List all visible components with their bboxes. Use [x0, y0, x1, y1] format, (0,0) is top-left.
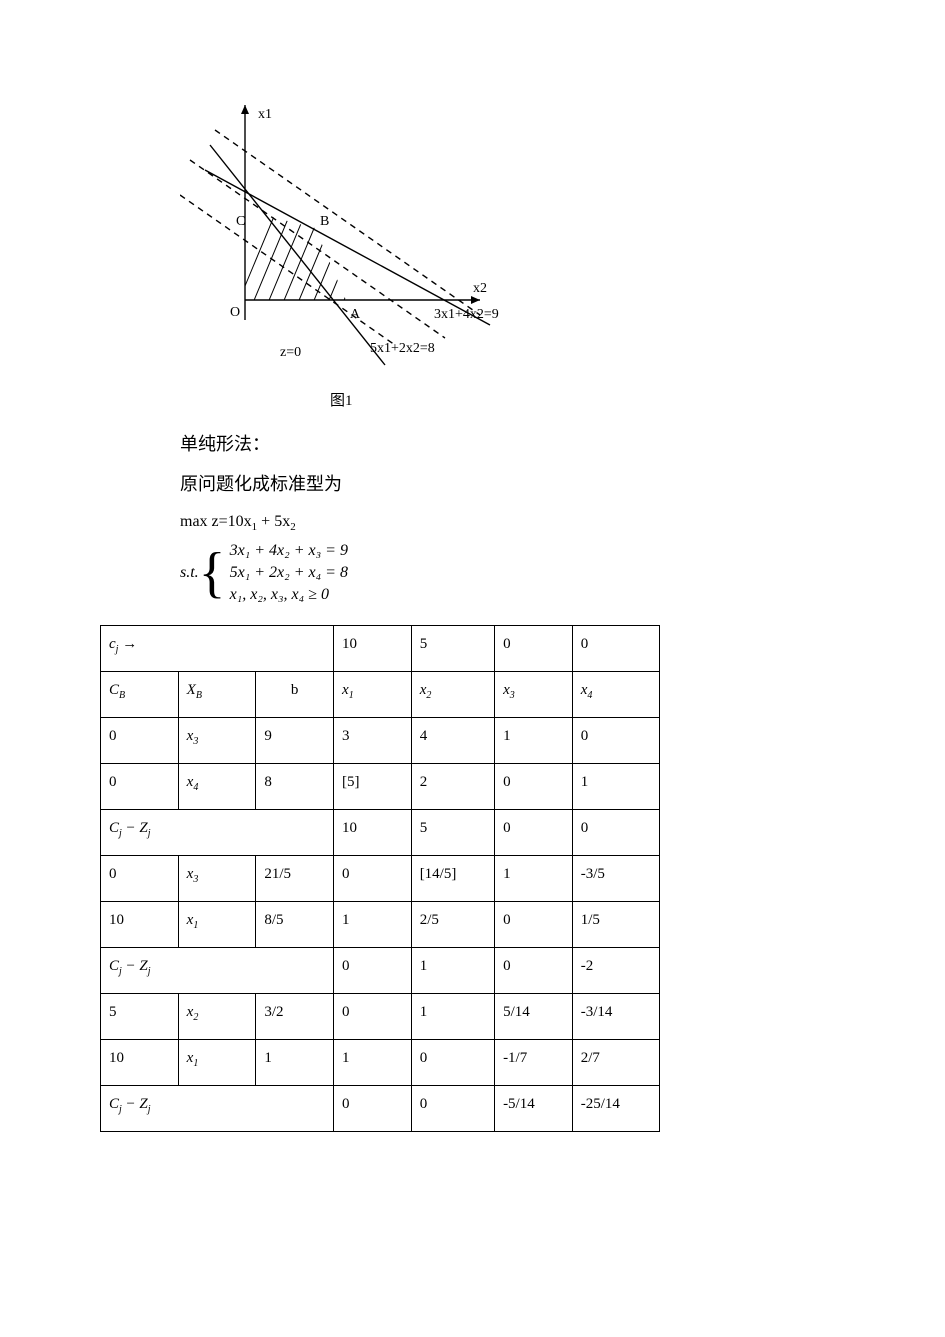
constraint2-label: 5x1+2x2=8	[370, 341, 435, 356]
axis-y-label: x1	[258, 107, 272, 122]
point-c-label: C	[236, 214, 245, 229]
header-b: b	[256, 671, 334, 717]
basis-var: x2	[178, 993, 256, 1039]
cj-val-1: 10	[334, 625, 412, 671]
lp-graphical-figure: x1 x2 O A B C 3x1+4x2=9 5x1+2x2=8 z=0	[180, 100, 510, 380]
table-row: 0 x3 9 3 4 1 0	[101, 717, 660, 763]
z-label: z=0	[280, 345, 301, 360]
header-x3: x3	[495, 671, 573, 717]
basis-var: x4	[178, 763, 256, 809]
point-b-label: B	[320, 214, 329, 229]
text-simplex-method: 单纯形法：	[180, 430, 845, 456]
table-row: 5 x2 3/2 0 1 5/14 -3/14	[101, 993, 660, 1039]
constraints-block: s.t. { 3x₁ + 4x₂ + x₃ = 9 5x₁ + 2x₂ + x₄…	[180, 540, 845, 607]
simplex-tableau: cj → 10 5 0 0 CB XB b x1 x2 x3 x4 0 x3 9…	[100, 625, 660, 1132]
point-o-label: O	[230, 305, 240, 320]
cj-row: cj → 10 5 0 0	[101, 625, 660, 671]
constraint-3: x₁, x₂, x₃, x₄ ≥ 0	[230, 584, 348, 606]
constraint-2: 5x₁ + 2x₂ + x₄ = 8	[230, 562, 348, 584]
basis-var: x3	[178, 717, 256, 763]
constraint1-label: 3x1+4x2=9	[434, 307, 499, 322]
figure-caption: 图1	[330, 389, 845, 410]
cj-zj-label: Cj − Zj	[101, 1085, 334, 1131]
table-row: 0 x3 21/5 0 [14/5] 1 -3/5	[101, 855, 660, 901]
objective-function: max z=10x1 + 5x2	[180, 510, 845, 536]
basis-var: x1	[178, 1039, 256, 1085]
header-x2: x2	[411, 671, 494, 717]
math-formulation: max z=10x1 + 5x2 s.t. { 3x₁ + 4x₂ + x₃ =…	[180, 510, 845, 607]
cj-zj-label: Cj − Zj	[101, 947, 334, 993]
cj-zj-row: Cj − Zj 0 1 0 -2	[101, 947, 660, 993]
cj-label: cj →	[109, 636, 137, 652]
cj-val-3: 0	[495, 625, 573, 671]
header-cb: CB	[101, 671, 179, 717]
text-standard-form: 原问题化成标准型为	[180, 470, 845, 496]
table-row: 0 x4 8 [5] 2 0 1	[101, 763, 660, 809]
cj-zj-row: Cj − Zj 0 0 -5/14 -25/14	[101, 1085, 660, 1131]
header-x1: x1	[334, 671, 412, 717]
cj-zj-row: Cj − Zj 10 5 0 0	[101, 809, 660, 855]
page: x1 x2 O A B C 3x1+4x2=9 5x1+2x2=8 z=0 图1…	[0, 0, 945, 1337]
header-row: CB XB b x1 x2 x3 x4	[101, 671, 660, 717]
cj-val-2: 5	[411, 625, 494, 671]
table-row: 10 x1 1 1 0 -1/7 2/7	[101, 1039, 660, 1085]
st-label: s.t.	[180, 561, 199, 585]
header-xb: XB	[178, 671, 256, 717]
axis-x-label: x2	[473, 281, 487, 296]
basis-var: x1	[178, 901, 256, 947]
point-a-label: A	[350, 307, 361, 322]
basis-var: x3	[178, 855, 256, 901]
cj-val-4: 0	[572, 625, 659, 671]
header-x4: x4	[572, 671, 659, 717]
cj-zj-label: Cj − Zj	[101, 809, 334, 855]
figure-container: x1 x2 O A B C 3x1+4x2=9 5x1+2x2=8 z=0 图1	[180, 100, 845, 410]
table-row: 10 x1 8/5 1 2/5 0 1/5	[101, 901, 660, 947]
constraint-1: 3x₁ + 4x₂ + x₃ = 9	[230, 540, 348, 562]
